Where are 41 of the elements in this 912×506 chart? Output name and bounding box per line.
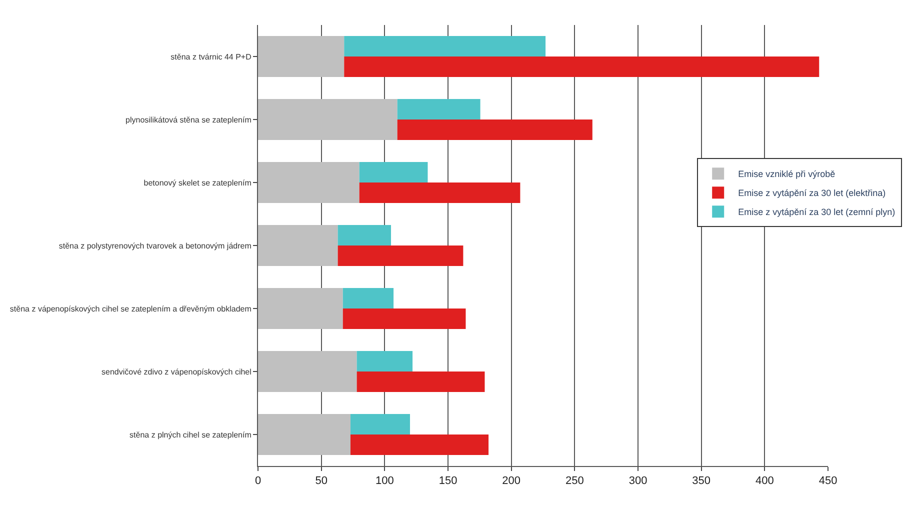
x-tick-label: 50 — [315, 475, 328, 488]
bar — [338, 225, 391, 246]
bar — [344, 56, 820, 77]
bar — [258, 414, 350, 455]
legend-label: Emise z vytápění za 30 let (elektřina) — [738, 188, 886, 198]
bar — [356, 351, 413, 372]
x-tick-label: 150 — [438, 475, 458, 488]
bar — [350, 414, 410, 434]
bar — [258, 99, 398, 140]
x-tick-label: 250 — [565, 475, 584, 488]
bar — [258, 36, 344, 77]
x-tick-label: 450 — [818, 475, 838, 488]
x-tick-label: 200 — [502, 475, 521, 488]
y-tick-label: sendvičové zdivo z vápenopískových cihel — [102, 367, 252, 376]
bar — [359, 162, 428, 182]
bar — [258, 351, 357, 392]
x-tick-label: 100 — [375, 475, 394, 488]
legend-label: Emise z vytápění za 30 let (zemní plyn) — [738, 207, 896, 218]
x-tick-label: 350 — [692, 475, 711, 488]
bar — [350, 434, 489, 455]
x-tick-label: 400 — [755, 475, 774, 488]
y-tick-label: stěna z polystyrenových tvarovek a betonovým jádrem — [58, 241, 252, 250]
y-tick-label: stěna z vápenopískových cihel se zateplením a dřevěným obkladem — [10, 304, 252, 314]
x-tick-label: 300 — [628, 475, 648, 488]
bar — [344, 36, 546, 56]
y-tick-label: stěna z plných cihel se zateplením — [130, 430, 252, 440]
bar — [258, 162, 360, 203]
y-tick-label: stěna z tvárnic 44 P+D — [170, 52, 252, 62]
bar — [397, 99, 480, 120]
bar — [258, 225, 338, 266]
x-tick-label: 0 — [254, 475, 262, 488]
bar — [342, 308, 466, 329]
bar — [338, 246, 464, 266]
bar — [356, 372, 485, 392]
legend-label: Emise vzniklé při výrobě — [738, 169, 836, 180]
y-tick-label: plynosilikátová stěna se zateplením — [126, 115, 252, 124]
bar — [397, 120, 592, 140]
bar — [258, 288, 343, 329]
bar — [342, 288, 394, 308]
y-tick-label: betonový skelet se zateplením — [144, 178, 252, 188]
bar — [359, 182, 520, 203]
